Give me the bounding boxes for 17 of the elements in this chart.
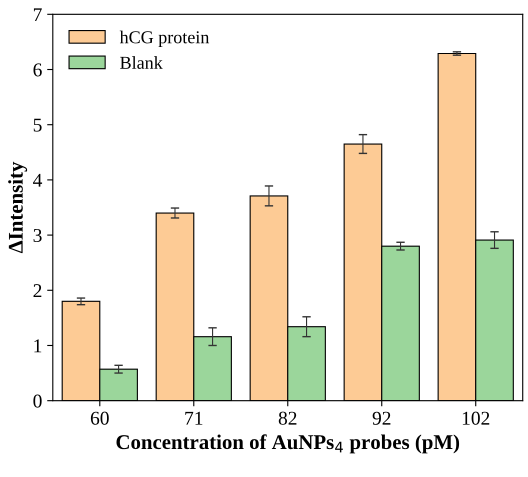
y-tick-label: 2 (34, 284, 42, 298)
x-tick-label: 82 (278, 412, 296, 425)
y-tick-label: 0 (33, 394, 42, 408)
x-axis-title: Concentration of AuNPs$_{4}$ probes (pM) (116, 434, 460, 454)
y-tick-label: 5 (34, 118, 42, 132)
y-axis-title: ΔIntensity (8, 162, 28, 254)
legend-label: Blank (120, 56, 163, 69)
x-tick-label: 92 (372, 412, 390, 425)
legend-label: hCG protein (120, 30, 210, 48)
y-tick-label: 1 (34, 339, 42, 352)
y-tick-label: 3 (34, 228, 42, 242)
y-tick-label: 4 (33, 174, 42, 187)
x-tick-label: 60 (90, 412, 109, 425)
y-tick-label: 6 (33, 63, 42, 76)
x-tick-label: 102 (462, 412, 490, 425)
x-tick-label: 71 (185, 412, 202, 425)
y-tick-label: 7 (34, 8, 42, 22)
